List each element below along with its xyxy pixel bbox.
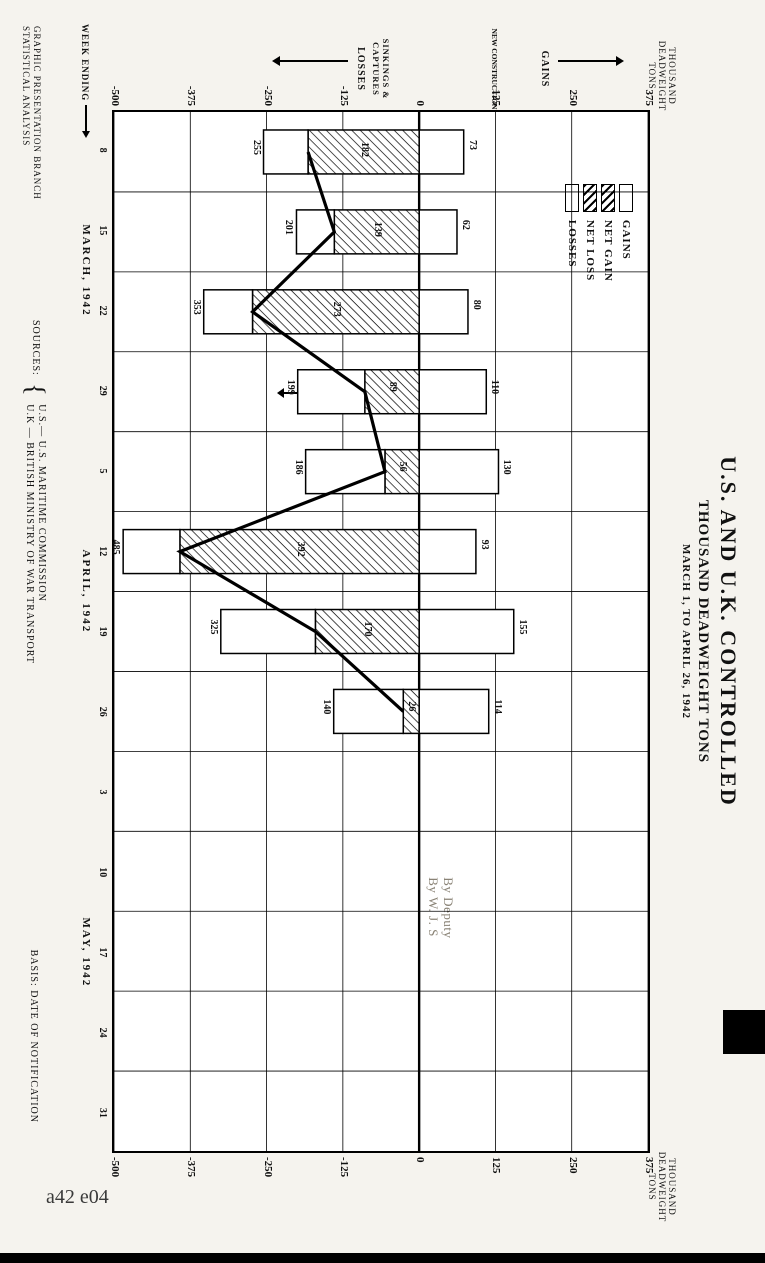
x-tick-day: 8 [97,148,108,153]
title-main: U.S. AND U.K. CONTROLLED [715,20,743,1243]
y-tick-left: 125 [490,56,502,106]
x-tick-day: 17 [97,947,108,957]
y-tick-right: 375 [643,1157,655,1207]
x-tick-day: 19 [97,627,108,637]
sinkings-label-2: CAPTURES [371,28,380,110]
x-tick-day: 15 [97,225,108,235]
y-tick-left: 0 [414,56,426,106]
x-tick-day: 5 [97,469,108,474]
y-tick-right: -375 [185,1157,197,1207]
sinkings-label-1: SINKINGS & [381,28,390,110]
week-ending-label: WEEK ENDING [80,24,90,133]
x-tick-day: 22 [97,306,108,316]
y-tick-left: -250 [262,56,274,106]
x-tick-day: 26 [97,707,108,717]
gain-value: 93 [479,540,490,550]
scan-bottom-edge [0,1253,765,1263]
title-dates: MARCH 1, TO APRIL 26, 1942 [678,20,692,1243]
loss-value: 201 [283,220,294,235]
x-tick-day: 10 [97,867,108,877]
net-value: 89 [387,382,398,392]
gain-value: 114 [492,699,503,713]
basis-note: BASIS: DATE OF NOTIFICATION [28,950,39,1123]
net-value: 139 [372,222,383,237]
net-value: 170 [362,622,373,637]
gain-value: 130 [501,460,512,475]
loss-value: 325 [208,620,219,635]
net-value: 182 [359,142,370,157]
title-sub: THOUSAND DEADWEIGHT TONS [694,20,713,1243]
gains-label: GAINS [539,34,550,104]
chart-titles: U.S. AND U.K. CONTROLLED THOUSAND DEADWE… [678,20,742,1243]
x-month-label: MARCH, 1942 [80,224,92,316]
x-tick-day: 31 [97,1108,108,1118]
y-tick-left: 375 [643,56,655,106]
y-tick-right: -500 [109,1157,121,1207]
loss-value: 186 [293,460,304,475]
net-value: 56 [397,462,408,472]
y-tick-right: 0 [414,1157,426,1207]
y-tick-right: 250 [567,1157,579,1207]
gain-value: 73 [467,140,478,150]
x-axis: 8 15 22 29 5 12 19 26 3 10 17 24 31 MARCH, 1942 APRIL,… [64,110,108,1153]
y-tick-right: -125 [338,1157,350,1207]
x-tick-day: 29 [97,386,108,396]
x-tick-day: 3 [97,789,108,794]
losses-label: LOSSES [355,34,366,104]
gain-value: 155 [517,620,528,635]
plot-area: GAINS NEW CONSTRUCTION SINKINGS & CAPTUR… [112,110,650,1153]
net-value: 273 [331,302,342,317]
x-tick-day: 12 [97,546,108,556]
loss-value: 199 [285,380,296,395]
y-tick-left: -375 [185,56,197,106]
x-month-label: APRIL, 1942 [80,550,92,634]
handwritten-note: a42 e04 [46,1186,109,1209]
loss-value: 255 [251,140,262,155]
gain-value: 80 [471,300,482,310]
rotated-figure: U.S. AND U.K. CONTROLLED THOUSAND DEADWE… [20,20,748,1243]
gain-value: 62 [460,220,471,230]
y-tick-left: -500 [109,56,121,106]
loss-value: 353 [191,300,202,315]
y-tick-right: 125 [490,1157,502,1207]
x-tick-day: 24 [97,1028,108,1038]
net-value: 26 [406,701,417,711]
sources: SOURCES: { U.S.— U.S. MARITIME COMMISSIO… [24,320,47,664]
y-tick-left: 250 [567,56,579,106]
loss-value: 485 [110,540,121,555]
y-tick-right: -250 [262,1157,274,1207]
scan-black-block [723,1010,765,1054]
week-ending-arrow-icon [81,105,87,133]
x-month-label: MAY, 1942 [80,918,92,988]
loss-value: 140 [321,699,332,714]
branch-credit: GRAPHIC PRESENTATION BRANCH STATISTICAL … [20,26,43,200]
gain-value: 110 [489,380,500,394]
net-value: 392 [295,542,306,557]
y-tick-left: -125 [338,56,350,106]
